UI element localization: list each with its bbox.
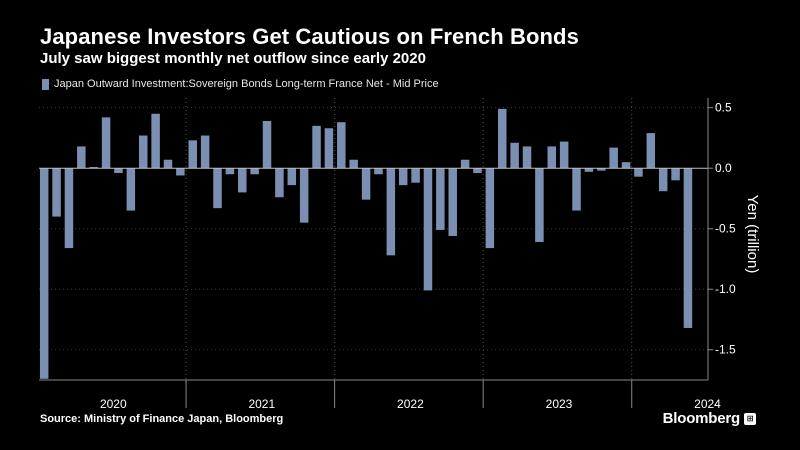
bar — [572, 168, 581, 211]
bar — [349, 159, 358, 169]
chart-title: Japanese Investors Get Cautious on Frenc… — [40, 24, 579, 49]
x-tick-label: 2023 — [546, 397, 573, 411]
y-tick-label: 0.5 — [715, 101, 732, 115]
bar — [126, 168, 136, 211]
bar — [64, 168, 74, 249]
bar — [411, 168, 420, 183]
brand-logo: Bloomberg ⊞ — [663, 410, 756, 427]
bar — [634, 168, 643, 177]
bar — [460, 159, 470, 169]
bar — [52, 168, 61, 217]
source-note: Source: Ministry of Finance Japan, Bloom… — [40, 413, 284, 425]
bar — [337, 122, 346, 169]
bar — [176, 168, 185, 176]
bar — [646, 133, 656, 169]
bar — [151, 113, 160, 169]
bar — [559, 141, 569, 169]
legend-swatch — [42, 78, 49, 90]
bar — [658, 168, 668, 192]
bar — [683, 168, 693, 328]
brand-name: Bloomberg — [662, 410, 741, 427]
bar — [510, 142, 519, 169]
bloomberg-badge-icon: ⊞ — [744, 412, 756, 425]
bar — [361, 168, 371, 200]
bar — [597, 168, 606, 171]
x-tick-label: 2020 — [100, 397, 127, 411]
bar — [436, 168, 445, 230]
bar — [213, 168, 222, 209]
bar — [386, 168, 396, 256]
bar — [200, 135, 210, 169]
bar — [522, 146, 532, 169]
y-tick-label: -0.5 — [715, 222, 736, 236]
bar — [138, 135, 148, 169]
bar — [101, 117, 111, 169]
x-tick-label: 2021 — [248, 397, 275, 411]
bar — [609, 147, 618, 169]
legend: Japan Outward Investment:Sovereign Bonds… — [42, 78, 439, 90]
bar — [448, 168, 457, 236]
bar — [547, 146, 557, 169]
bar — [423, 168, 433, 291]
bar — [535, 168, 544, 243]
bar — [225, 168, 235, 175]
bar — [188, 140, 197, 169]
y-axis-title: Yen (trillion) — [744, 195, 761, 274]
bar — [374, 168, 383, 175]
bar — [312, 125, 321, 169]
bar — [473, 168, 482, 174]
bar — [114, 168, 123, 174]
y-tick-label: -1.5 — [715, 343, 736, 357]
bar — [485, 168, 495, 249]
bar — [584, 168, 594, 172]
legend-label: Japan Outward Investment:Sovereign Bonds… — [54, 78, 439, 90]
bar — [163, 159, 173, 169]
bar — [621, 162, 631, 169]
bar — [275, 168, 284, 198]
bar — [262, 121, 272, 169]
bar — [250, 168, 259, 175]
bar — [89, 166, 98, 169]
x-tick-label: 2022 — [397, 397, 424, 411]
bar — [299, 168, 309, 223]
bar — [498, 108, 507, 169]
bar — [238, 168, 247, 193]
y-tick-label: -1.0 — [715, 282, 736, 296]
bar — [671, 168, 680, 181]
bar — [398, 168, 408, 186]
y-tick-label: 0.0 — [715, 161, 732, 175]
bar — [287, 168, 297, 186]
x-tick-label: 2024 — [694, 397, 721, 411]
chart-subtitle: July saw biggest monthly net outflow sin… — [40, 50, 426, 67]
bar — [77, 146, 86, 169]
bar — [324, 128, 334, 169]
bar — [39, 168, 49, 379]
